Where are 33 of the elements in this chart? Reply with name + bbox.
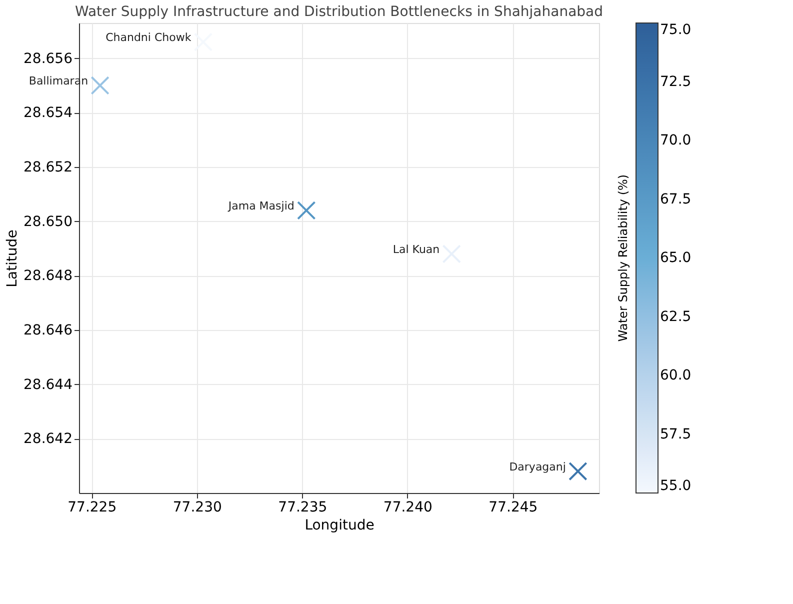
annotation: Chandni Chowk: [106, 31, 192, 44]
color-bar-label: 75.0: [660, 22, 692, 38]
point: [568, 462, 588, 481]
color-bar-label: 60.0: [660, 368, 692, 384]
color-bar-label: 55.0: [660, 478, 692, 494]
x-tick-label: 77.240: [383, 500, 432, 516]
color-bar-label: 65.0: [660, 250, 692, 266]
x-tick-label: 77.225: [68, 500, 117, 516]
color-bar-label: 72.5: [660, 74, 692, 90]
y-tick-label: 28.650: [24, 214, 72, 230]
annotation: Daryaganj: [509, 460, 566, 474]
color-bar-title: Water Supply Reliability (%): [616, 174, 630, 342]
y-tick-label: 28.642: [24, 431, 72, 448]
x-axis-title: Longitude: [304, 518, 374, 534]
chart-title: Water Supply Infrastructure and Distribution Bottlenecks in Shahjahanabad: [75, 4, 603, 20]
color-bar-label: 57.5: [660, 426, 692, 442]
x-tick-label: 77.235: [278, 500, 328, 516]
y-tick-label: 28.656: [24, 50, 73, 67]
y-tick-label: 28.652: [24, 159, 72, 176]
y-tick-label: 28.648: [24, 268, 72, 284]
color-bar-label: 62.5: [660, 308, 692, 325]
annotation: Lal Kuan: [392, 242, 440, 256]
annotation: Jama Masjid: [227, 199, 294, 212]
x-tick-label: 77.230: [172, 500, 222, 516]
point: [90, 76, 110, 95]
y-axis-title: Latitude: [4, 230, 21, 288]
y-tick-label: 28.644: [24, 376, 73, 393]
color-bar-label: 70.0: [660, 132, 692, 148]
x-tick-label: 77.245: [488, 500, 538, 516]
color-bar-label: 67.5: [660, 191, 692, 208]
y-tick-label: 28.646: [24, 322, 73, 338]
y-tick-label: 28.654: [24, 105, 73, 122]
point: [297, 201, 316, 220]
